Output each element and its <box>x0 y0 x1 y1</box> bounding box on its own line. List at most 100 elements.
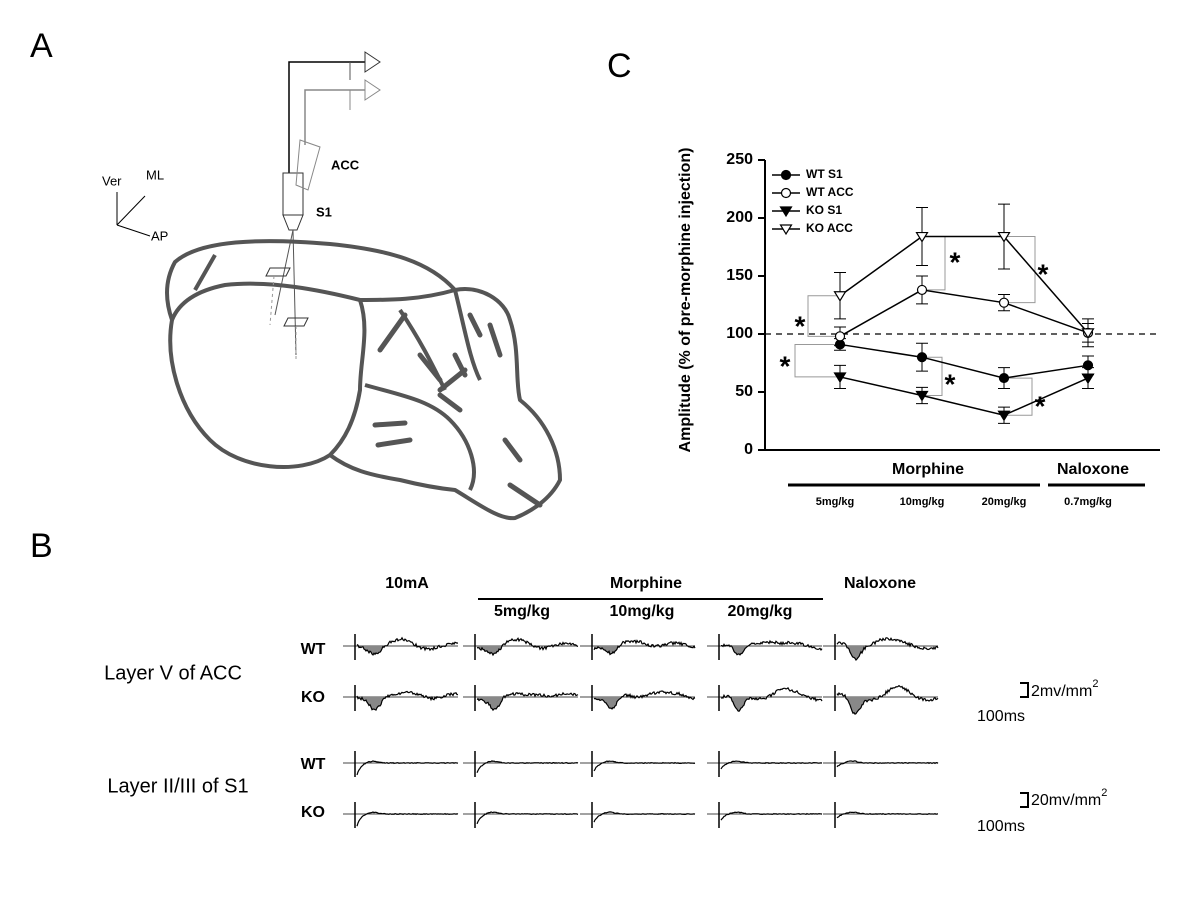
marker <box>998 372 1010 384</box>
trace <box>836 637 939 661</box>
marker <box>915 390 929 402</box>
panel-label: B <box>30 527 53 565</box>
significance-bracket <box>1004 377 1033 416</box>
x-tick-label: 0.7mg/kg <box>1064 496 1112 508</box>
electrode-label: S1 <box>316 204 332 219</box>
electrode-label: ACC <box>331 157 360 172</box>
trace <box>593 760 696 772</box>
panel-label: A <box>30 27 53 65</box>
marker <box>916 352 928 363</box>
significance-bracket <box>922 356 943 396</box>
trace <box>476 811 579 825</box>
trace <box>356 760 459 776</box>
shaded-area <box>594 646 633 655</box>
group-label: Naloxone <box>1057 461 1129 478</box>
genotype-label: KO <box>301 689 325 706</box>
significance-bracket <box>1004 236 1036 304</box>
trace <box>720 687 823 713</box>
legend-label: KO ACC <box>806 221 853 235</box>
x-tick-label: 20mg/kg <box>982 496 1027 508</box>
marker <box>780 169 792 181</box>
traces <box>343 634 939 828</box>
shaded-area <box>837 697 876 715</box>
significance-star: * <box>1038 258 1049 289</box>
marker <box>1081 373 1095 385</box>
column-label: 10mA <box>385 575 429 592</box>
significance-star: * <box>1035 390 1046 421</box>
marker <box>997 410 1011 422</box>
x-tick-label: 10mg/kg <box>900 496 945 508</box>
column-label: Naloxone <box>844 575 916 592</box>
marker <box>998 297 1010 308</box>
y-tick-label: 50 <box>735 383 753 400</box>
trace <box>720 760 823 770</box>
significance-bracket <box>807 295 840 337</box>
axis-label: Ver <box>102 173 122 188</box>
column-label: 10mg/kg <box>610 603 675 620</box>
shaded-area <box>721 697 760 712</box>
shaded-area <box>837 646 876 660</box>
trace <box>593 811 696 823</box>
trace <box>476 637 579 657</box>
marker <box>779 206 793 218</box>
x-tick-label: 5mg/kg <box>816 496 855 508</box>
legend-label: WT ACC <box>806 185 854 199</box>
axis-arrow <box>116 195 146 226</box>
legend-label: WT S1 <box>806 167 843 181</box>
scale-text: 2mv/mm <box>1031 683 1092 700</box>
y-tick-label: 200 <box>726 209 753 226</box>
significance-star: * <box>780 350 791 381</box>
significance-bracket <box>794 343 840 378</box>
shaded-area <box>477 646 516 656</box>
trace <box>593 639 696 656</box>
trace <box>476 760 579 773</box>
trace <box>836 811 939 819</box>
legend-label: KO S1 <box>806 203 842 217</box>
trace <box>720 811 823 821</box>
scale-text: 20mv/mm <box>1031 792 1101 809</box>
column-label: 20mg/kg <box>728 603 793 620</box>
chart: 0 50 100 150 200 250 Morphine Naloxone 5mg/kg 10m… <box>726 151 1160 508</box>
significance-star: * <box>950 246 961 277</box>
scale-label: 2mv/mm2 <box>1031 678 1098 700</box>
significance-star: * <box>945 368 956 399</box>
trace <box>721 639 823 656</box>
marker <box>834 331 846 342</box>
trace <box>356 811 459 827</box>
scale-power: 2 <box>1101 787 1107 799</box>
y-tick-label: 250 <box>726 151 753 168</box>
trace <box>836 684 939 715</box>
y-tick-label: 150 <box>726 267 753 284</box>
genotype-label: WT <box>301 641 326 658</box>
panel-label: C <box>607 47 632 85</box>
series-line <box>839 343 1089 379</box>
shaded-area <box>594 697 633 710</box>
shaded-area <box>721 646 760 655</box>
significance-bracket <box>922 236 946 291</box>
series-line <box>839 235 1089 334</box>
trace <box>836 760 939 768</box>
scale-power: 2 <box>1092 678 1098 690</box>
y-tick-label: 100 <box>726 325 753 342</box>
marker <box>997 231 1011 243</box>
genotype-label: WT <box>301 756 326 773</box>
row-label: Layer V of ACC <box>104 662 242 684</box>
axis-label: AP <box>151 228 168 243</box>
shaded-area <box>477 697 516 711</box>
trace <box>356 636 459 656</box>
significance-star: * <box>795 310 806 341</box>
scale-bar <box>1020 792 1029 808</box>
scale-label: 20mv/mm2 <box>1031 787 1107 809</box>
series-line <box>839 289 1089 337</box>
time-label: 100ms <box>977 708 1025 725</box>
marker <box>779 224 793 236</box>
shaded-area <box>357 646 396 655</box>
scale-bar <box>1020 682 1029 698</box>
genotype-label: KO <box>301 804 325 821</box>
trace <box>356 690 459 711</box>
shaded-area <box>357 697 396 711</box>
marker <box>1081 328 1095 339</box>
series-line <box>839 376 1089 416</box>
y-tick-label: 0 <box>744 441 753 458</box>
